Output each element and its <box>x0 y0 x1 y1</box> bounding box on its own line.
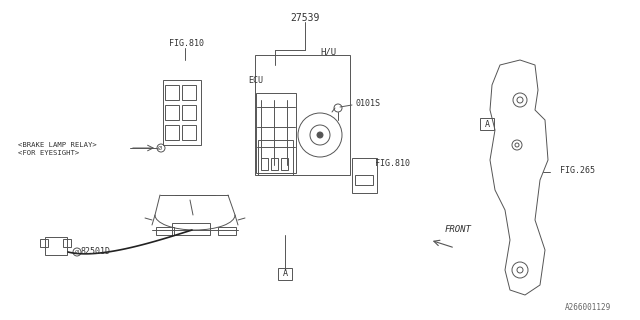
Bar <box>172 223 210 235</box>
Bar <box>156 227 174 235</box>
Bar <box>182 125 196 140</box>
Bar <box>165 125 179 140</box>
Bar <box>278 268 292 280</box>
Bar <box>163 80 201 145</box>
Text: FRONT: FRONT <box>445 226 472 235</box>
Bar <box>271 158 278 170</box>
Text: FIG.810: FIG.810 <box>169 38 204 47</box>
Bar <box>218 227 236 235</box>
Bar <box>63 239 71 247</box>
Text: A266001129: A266001129 <box>565 303 611 313</box>
Bar <box>255 55 350 175</box>
Text: Ø: Ø <box>158 146 162 150</box>
Bar <box>480 118 494 130</box>
Text: H/U: H/U <box>320 47 336 57</box>
Bar <box>256 93 296 173</box>
Bar <box>165 105 179 120</box>
Text: 0101S: 0101S <box>355 99 380 108</box>
Text: <BRAKE LAMP RELAY>: <BRAKE LAMP RELAY> <box>18 142 97 148</box>
Text: 82501D: 82501D <box>80 247 110 257</box>
Text: A: A <box>282 269 287 278</box>
Bar <box>258 140 293 175</box>
Text: ECU: ECU <box>248 76 263 84</box>
Text: <FOR EYESIGHT>: <FOR EYESIGHT> <box>18 150 79 156</box>
Bar <box>45 237 67 255</box>
Text: FIG.810: FIG.810 <box>375 158 410 167</box>
Bar <box>165 85 179 100</box>
Bar <box>182 85 196 100</box>
Bar <box>261 158 268 170</box>
Bar <box>355 175 373 185</box>
Bar <box>352 158 377 193</box>
Text: 27539: 27539 <box>291 13 320 23</box>
Bar <box>182 105 196 120</box>
Text: Ø: Ø <box>75 250 79 254</box>
Text: FIG.265: FIG.265 <box>560 165 595 174</box>
Text: A: A <box>484 119 490 129</box>
Bar <box>281 158 288 170</box>
Bar <box>40 239 48 247</box>
Circle shape <box>317 132 323 138</box>
